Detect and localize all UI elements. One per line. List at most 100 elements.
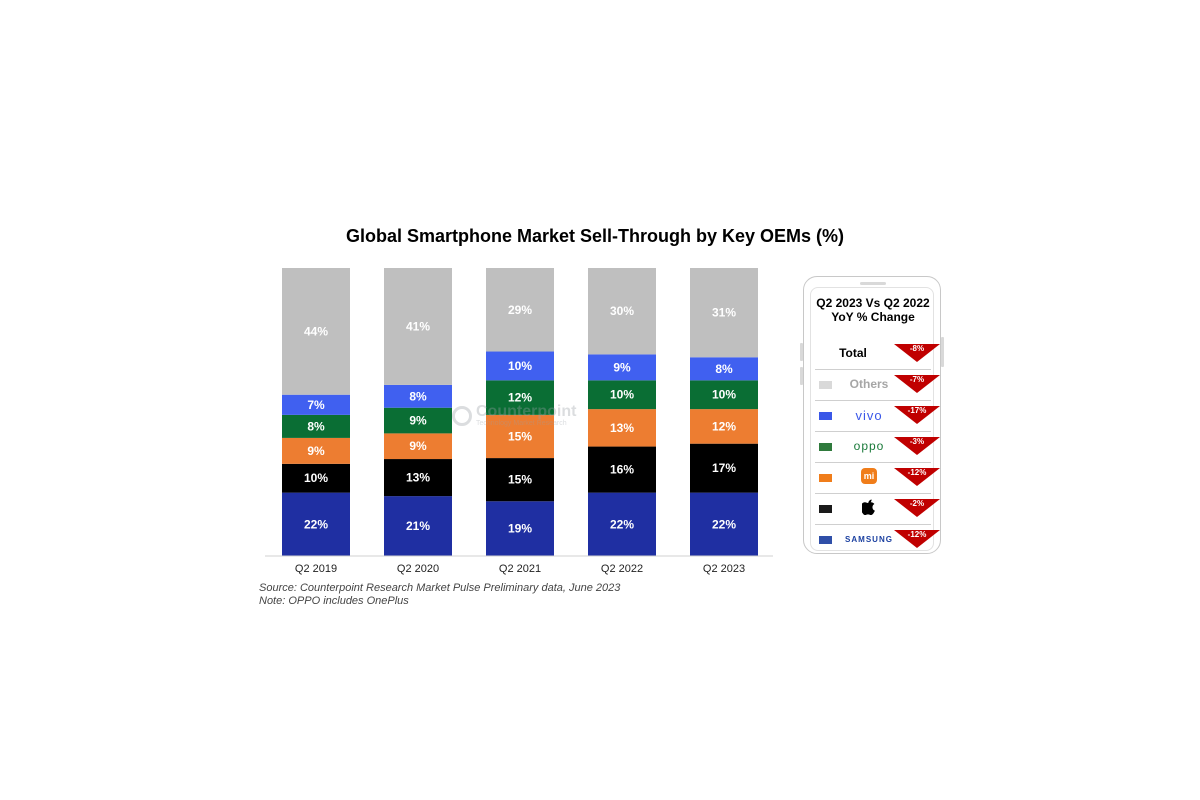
down-arrow-icon bbox=[894, 468, 940, 486]
yoy-title-line2: YoY % Change bbox=[831, 310, 915, 324]
row-divider bbox=[815, 400, 931, 401]
yoy-panel-screen: Q2 2023 Vs Q2 2022 YoY % Change Total -8%… bbox=[810, 287, 940, 551]
bar-segment-others bbox=[588, 268, 656, 355]
data-label-others: 29% bbox=[508, 303, 532, 317]
data-label-samsung: 22% bbox=[610, 517, 634, 531]
bar-segment-apple bbox=[282, 463, 350, 493]
x-tick-label: Q2 2019 bbox=[295, 563, 337, 575]
yoy-label-total: Total bbox=[839, 346, 867, 360]
data-label-xiaomi: 12% bbox=[712, 419, 736, 433]
data-label-xiaomi: 9% bbox=[307, 444, 325, 458]
xiaomi-logo-text: mi bbox=[861, 468, 877, 484]
watermark: Counterpoint Technology Market Research bbox=[452, 404, 576, 427]
data-label-samsung: 22% bbox=[304, 517, 328, 531]
data-label-oppo: 10% bbox=[610, 388, 634, 402]
yoy-label-oppo: oppo bbox=[853, 439, 885, 453]
bar-segment-samsung bbox=[486, 501, 554, 556]
data-label-vivo: 10% bbox=[508, 359, 532, 373]
phone-speaker-icon bbox=[860, 282, 886, 285]
bar-segment-samsung bbox=[690, 492, 758, 556]
bar-segment-vivo bbox=[282, 394, 350, 415]
yoy-row-samsung: SAMSUNG -12% bbox=[811, 526, 940, 556]
yoy-change-value: -12% bbox=[907, 468, 927, 477]
bar-segment-others bbox=[690, 268, 758, 358]
data-label-apple: 10% bbox=[304, 471, 328, 485]
apple-logo-glyph bbox=[860, 499, 876, 518]
xiaomi-logo-icon: mi bbox=[837, 468, 901, 484]
data-label-samsung: 22% bbox=[712, 517, 736, 531]
legend-swatch-samsung bbox=[819, 536, 832, 544]
yoy-change-value: -7% bbox=[909, 375, 925, 384]
down-arrow-icon bbox=[894, 530, 940, 548]
yoy-row-xiaomi: mi -12% bbox=[811, 464, 940, 494]
oppo-note: Note: OPPO includes OnePlus bbox=[259, 595, 409, 607]
yoy-row-oppo: oppo -3% bbox=[811, 433, 940, 463]
data-label-apple: 16% bbox=[610, 463, 634, 477]
bar-segment-xiaomi bbox=[486, 414, 554, 459]
data-label-vivo: 8% bbox=[409, 389, 427, 403]
data-label-apple: 13% bbox=[406, 471, 430, 485]
data-label-apple: 15% bbox=[508, 473, 532, 487]
bar-segment-xiaomi bbox=[690, 409, 758, 444]
source-note: Source: Counterpoint Research Market Pul… bbox=[259, 582, 621, 594]
bar-segment-oppo bbox=[282, 414, 350, 438]
bar-segment-apple bbox=[588, 446, 656, 493]
bar-segment-samsung bbox=[384, 496, 452, 556]
yoy-row-apple: -2% bbox=[811, 495, 940, 525]
bar-segment-vivo bbox=[690, 357, 758, 381]
data-label-xiaomi: 15% bbox=[508, 429, 532, 443]
yoy-row-others: Others -7% bbox=[811, 371, 940, 401]
bar-segment-apple bbox=[486, 458, 554, 502]
bar-segment-vivo bbox=[588, 354, 656, 381]
bar-segment-samsung bbox=[588, 492, 656, 556]
yoy-change-value: -2% bbox=[909, 499, 925, 508]
yoy-panel-title: Q2 2023 Vs Q2 2022 YoY % Change bbox=[811, 296, 935, 324]
legend-swatch-others bbox=[819, 381, 832, 389]
bar-segment-oppo bbox=[690, 380, 758, 410]
row-divider bbox=[815, 369, 931, 370]
row-divider bbox=[815, 524, 931, 525]
yoy-phone-panel: Q2 2023 Vs Q2 2022 YoY % Change Total -8%… bbox=[800, 276, 944, 554]
watermark-name: Counterpoint bbox=[476, 403, 577, 420]
bar-segment-samsung bbox=[282, 492, 350, 556]
phone-side-button-icon bbox=[800, 367, 803, 385]
bar-segment-others bbox=[486, 268, 554, 352]
yoy-row-vivo: vivo -17% bbox=[811, 402, 940, 432]
data-label-oppo: 8% bbox=[307, 419, 325, 433]
data-label-oppo: 10% bbox=[712, 388, 736, 402]
bar-segment-oppo bbox=[588, 380, 656, 410]
watermark-tagline: Technology Market Research bbox=[476, 420, 567, 427]
phone-side-button-icon bbox=[941, 337, 944, 367]
down-arrow-icon bbox=[894, 406, 940, 424]
x-tick-label: Q2 2020 bbox=[397, 563, 439, 575]
yoy-label-vivo: vivo bbox=[855, 408, 883, 423]
x-tick-label: Q2 2022 bbox=[601, 563, 643, 575]
bar-segment-xiaomi bbox=[282, 437, 350, 464]
down-arrow-icon bbox=[894, 344, 940, 362]
data-label-oppo: 12% bbox=[508, 391, 532, 405]
legend-swatch-xiaomi bbox=[819, 474, 832, 482]
data-label-vivo: 8% bbox=[715, 362, 733, 376]
x-tick-label: Q2 2023 bbox=[703, 563, 745, 575]
yoy-label-others: Others bbox=[849, 377, 889, 391]
apple-logo-icon bbox=[837, 499, 901, 518]
data-label-samsung: 19% bbox=[508, 522, 532, 536]
yoy-label-samsung: SAMSUNG bbox=[845, 535, 893, 544]
data-label-oppo: 9% bbox=[409, 414, 427, 428]
yoy-change-value: -12% bbox=[907, 530, 927, 539]
yoy-row-total: Total -8% bbox=[811, 340, 940, 370]
row-divider bbox=[815, 462, 931, 463]
data-label-xiaomi: 13% bbox=[610, 421, 634, 435]
legend-swatch-apple bbox=[819, 505, 832, 513]
chart-notes: Source: Counterpoint Research Market Pul… bbox=[259, 582, 620, 608]
legend-swatch-vivo bbox=[819, 412, 832, 420]
bar-segment-others bbox=[282, 268, 350, 395]
bar-segment-oppo bbox=[486, 380, 554, 415]
bar-segment-vivo bbox=[486, 351, 554, 381]
data-label-others: 30% bbox=[610, 304, 634, 318]
data-label-vivo: 7% bbox=[307, 398, 325, 412]
phone-side-button-icon bbox=[800, 343, 803, 361]
bar-segment-apple bbox=[690, 443, 758, 493]
row-divider bbox=[815, 431, 931, 432]
